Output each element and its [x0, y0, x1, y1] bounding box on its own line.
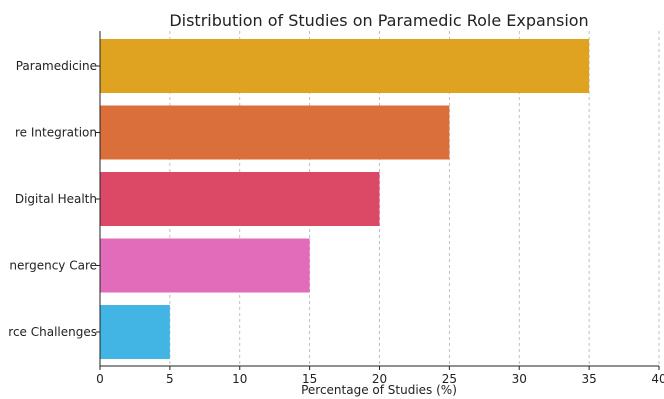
x-tick-label-1: 5 — [166, 372, 174, 386]
x-tick-label-5: 25 — [442, 372, 457, 386]
y-category-label-1: re Integration — [15, 126, 97, 140]
bar-3 — [100, 238, 310, 293]
bars — [100, 39, 590, 359]
x-axis-ticks: 0 5 10 15 20 25 30 35 40 — [96, 366, 664, 386]
x-tick-label-6: 30 — [512, 372, 527, 386]
y-category-label-4: rce Challenges — [8, 325, 97, 339]
bar-0 — [100, 39, 590, 93]
bar-4 — [100, 305, 170, 359]
x-tick-label-4: 20 — [372, 372, 387, 386]
y-axis-labels: Paramedicine re Integration Digital Health… — [8, 59, 100, 339]
x-tick-label-0: 0 — [96, 372, 104, 386]
x-tick-label-7: 35 — [581, 372, 596, 386]
x-tick-label-8: 40 — [651, 372, 664, 386]
y-category-label-0: Paramedicine — [16, 59, 97, 73]
x-tick-label-2: 10 — [232, 372, 247, 386]
x-tick-label-3: 15 — [302, 372, 317, 386]
bar-2 — [100, 172, 380, 226]
bar-1 — [100, 105, 450, 160]
y-category-label-2: Digital Health — [15, 192, 97, 206]
chart-title: Distribution of Studies on Paramedic Rol… — [169, 11, 588, 30]
x-axis-label: Percentage of Studies (%) — [301, 383, 457, 397]
y-category-label-3: nergency Care — [9, 259, 97, 273]
